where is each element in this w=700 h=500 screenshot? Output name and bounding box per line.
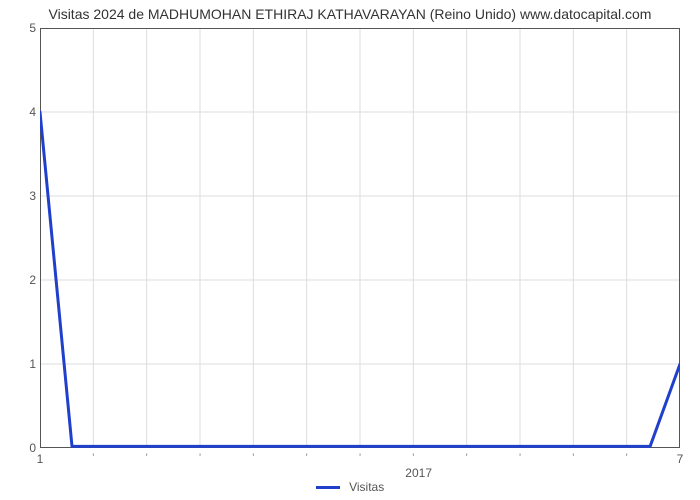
x-minor-tick: ' xyxy=(359,452,361,464)
chart-container: Visitas 2024 de MADHUMOHAN ETHIRAJ KATHA… xyxy=(0,0,700,500)
x-minor-tick: ' xyxy=(199,452,201,464)
x-tick-label: 7 xyxy=(677,452,684,466)
x-tick-label: 1 xyxy=(37,452,44,466)
x-minor-tick: ' xyxy=(519,452,521,464)
y-tick-label: 1 xyxy=(6,357,36,371)
x-center-label: 2017 xyxy=(405,466,432,480)
y-tick-label: 3 xyxy=(6,189,36,203)
plot-area xyxy=(40,28,680,448)
y-tick-label: 4 xyxy=(6,105,36,119)
x-minor-tick: ' xyxy=(572,452,574,464)
x-minor-tick: ' xyxy=(626,452,628,464)
chart-title: Visitas 2024 de MADHUMOHAN ETHIRAJ KATHA… xyxy=(0,6,700,22)
x-minor-tick: ' xyxy=(92,452,94,464)
x-minor-tick: ' xyxy=(466,452,468,464)
x-minor-tick: ' xyxy=(252,452,254,464)
y-tick-label: 0 xyxy=(6,441,36,455)
plot-svg xyxy=(40,28,680,448)
x-minor-tick: ' xyxy=(146,452,148,464)
x-minor-tick: ' xyxy=(412,452,414,464)
legend-label: Visitas xyxy=(349,480,384,494)
legend-swatch xyxy=(316,486,340,489)
x-minor-tick: ' xyxy=(306,452,308,464)
legend: Visitas xyxy=(0,480,700,494)
y-tick-label: 5 xyxy=(6,21,36,35)
y-tick-label: 2 xyxy=(6,273,36,287)
